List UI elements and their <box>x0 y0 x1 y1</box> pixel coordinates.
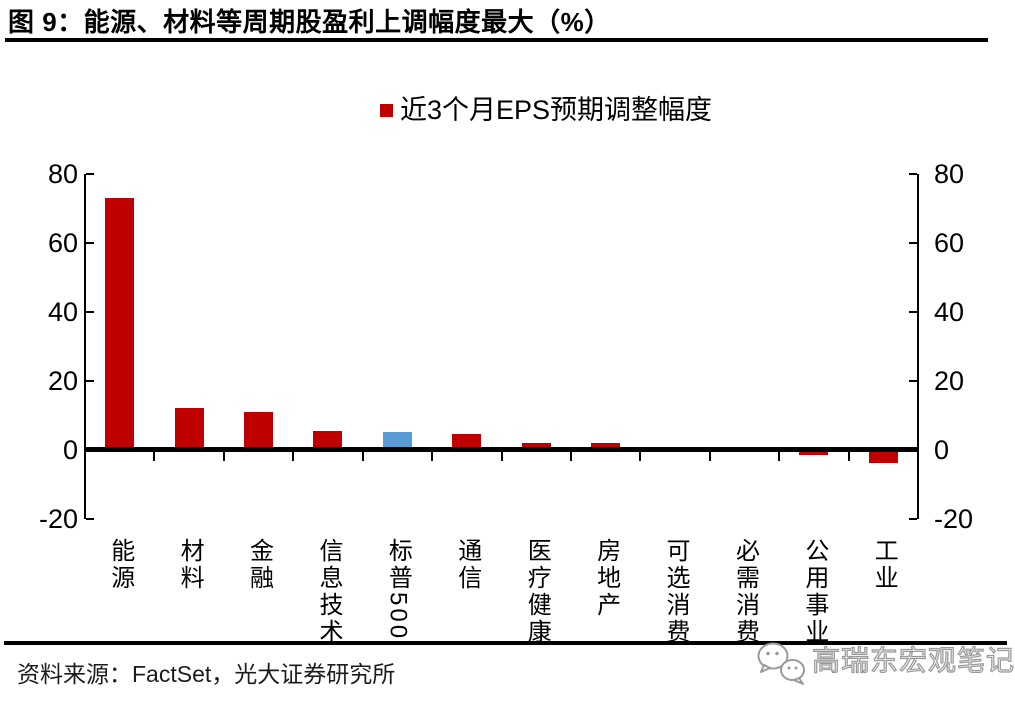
x-tick-mark <box>153 448 156 461</box>
x-tick-mark <box>292 448 295 461</box>
x-tick-mark <box>639 448 642 461</box>
legend-label: 近3个月EPS预期调整幅度 <box>400 95 713 125</box>
y-tick-label-right: 40 <box>934 296 965 327</box>
y-tick-mark <box>909 172 917 175</box>
y-tick-label-left: 60 <box>47 227 78 258</box>
category-label: 通信 <box>453 538 481 592</box>
bar <box>105 197 135 450</box>
y-tick-mark <box>86 517 94 520</box>
category-label: 金融 <box>245 538 273 592</box>
y-axis-right <box>917 173 919 519</box>
x-tick-mark <box>708 448 711 461</box>
x-tick-mark <box>500 448 503 461</box>
figure-title: 图 9：能源、材料等周期股盈利上调幅度最大（%） <box>8 7 611 37</box>
bar <box>313 430 343 450</box>
footer-divider <box>4 641 1007 645</box>
bar <box>244 411 274 450</box>
category-label: 标普500 <box>384 538 412 642</box>
y-tick-mark <box>86 379 94 382</box>
category-label: 公用事业 <box>800 538 828 646</box>
y-tick-mark <box>909 379 917 382</box>
y-tick-label-right: 60 <box>934 227 965 258</box>
zero-line <box>85 447 918 452</box>
y-tick-label-left: 80 <box>47 158 78 189</box>
bar <box>868 449 898 464</box>
bar <box>174 408 204 450</box>
category-label: 信息技术 <box>314 538 342 646</box>
x-tick-mark <box>847 448 850 461</box>
y-tick-mark <box>86 241 94 244</box>
category-label: 材料 <box>176 538 204 592</box>
bar <box>382 432 412 450</box>
bar <box>521 442 551 450</box>
watermark-label: 高瑞东宏观笔记 <box>811 644 1015 676</box>
y-tick-label-left: -20 <box>38 503 78 534</box>
y-axis-left <box>84 173 86 519</box>
category-label: 房地产 <box>592 538 620 619</box>
y-tick-label-right: 20 <box>934 365 965 396</box>
legend: 近3个月EPS预期调整幅度 <box>380 93 712 127</box>
y-tick-mark <box>86 310 94 313</box>
title-divider <box>5 38 988 42</box>
category-label: 医疗健康 <box>523 538 551 646</box>
x-tick-mark <box>222 448 225 461</box>
y-tick-mark <box>909 517 917 520</box>
bar <box>452 433 482 450</box>
y-tick-label-left: 0 <box>62 434 78 465</box>
y-tick-label-right: -20 <box>934 503 974 534</box>
y-tick-label-left: 20 <box>47 365 78 396</box>
x-tick-mark <box>431 448 434 461</box>
category-label: 能源 <box>106 538 134 592</box>
watermark: 高瑞东宏观笔记 <box>756 641 1015 687</box>
y-tick-mark <box>909 310 917 313</box>
bar <box>591 442 621 450</box>
y-tick-mark <box>909 241 917 244</box>
source-note: 资料来源：FactSet，光大证券研究所 <box>17 661 396 687</box>
category-label: 工业 <box>870 538 898 592</box>
x-tick-mark <box>361 448 364 461</box>
legend-marker-icon <box>380 103 393 117</box>
category-label: 必需消费 <box>731 538 759 646</box>
x-tick-mark <box>569 448 572 461</box>
bar <box>799 449 829 455</box>
y-tick-label-right: 80 <box>934 158 965 189</box>
y-tick-label-right: 0 <box>934 434 950 465</box>
y-tick-mark <box>86 172 94 175</box>
category-label: 可选消费 <box>662 538 690 646</box>
x-tick-mark <box>778 448 781 461</box>
wechat-icon <box>757 642 805 685</box>
y-tick-label-left: 40 <box>47 296 78 327</box>
